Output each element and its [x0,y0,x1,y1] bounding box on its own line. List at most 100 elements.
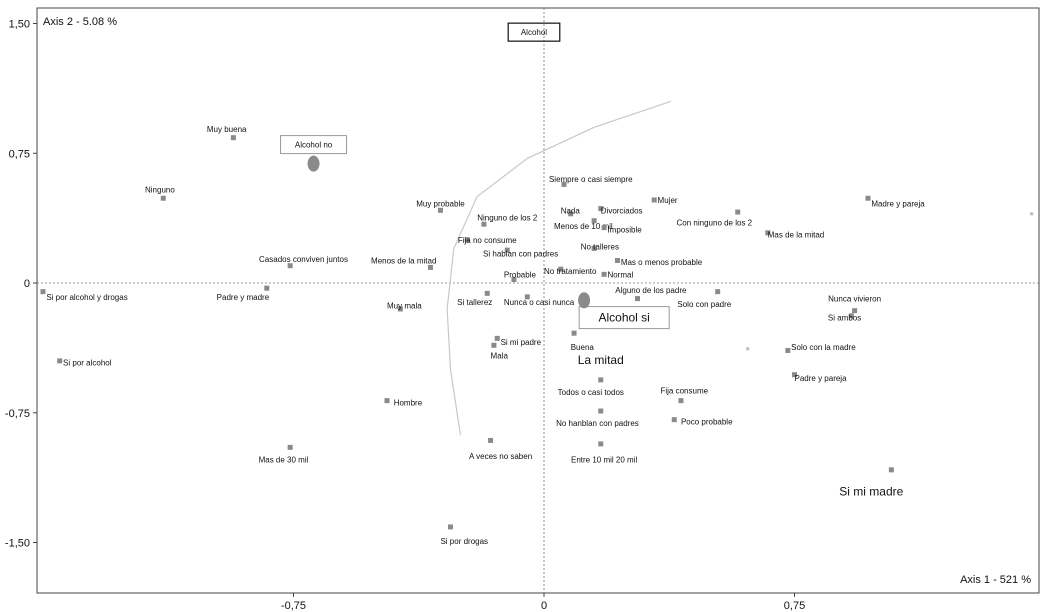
y-tick-label: -1,50 [5,538,30,550]
point-marker [481,221,487,227]
point-label: Fija no consume [458,236,517,245]
point-label: A veces no saben [469,452,532,461]
point-marker [765,230,771,236]
point-label: Si mi padre [501,338,542,347]
point-marker [437,207,443,213]
point-label: Todos o casi todos [558,388,624,397]
boxed-label-text: Alcohol [521,28,547,37]
x-tick-label: 0 [541,600,547,612]
axis-y-title: Axis 2 - 5.08 % [43,16,117,28]
point-label: Si ambos [828,314,861,323]
point-label: Solo con padre [677,300,731,309]
point-marker [865,195,871,201]
point-label: Casados conviven juntos [259,255,348,264]
point-marker [601,271,607,277]
point-marker [678,398,684,404]
point-label: Mas o menos probable [621,258,703,267]
label-box [578,306,670,330]
point-label: Si hablan con padres [483,250,558,259]
point-label: Alguno de los padre [615,286,687,295]
point-marker [561,181,567,187]
point-label: Divorciados [601,206,643,215]
boxed-label-text: Alcohol si [598,311,649,325]
point-marker [671,417,677,423]
point-label: Con ninguno de los 2 [677,218,753,227]
point-marker [852,308,858,314]
boxed-label: Alcohol [507,22,561,42]
point-label: Solo con la madre [791,343,856,352]
point-marker [57,358,63,364]
point-label: Nada [561,206,581,215]
point-label: Mala [491,352,509,361]
point-marker [264,285,270,291]
axis-x-title: Axis 1 - 521 % [960,574,1031,586]
y-tick-label: 1,50 [9,19,30,31]
point-marker [888,467,894,473]
x-tick-label: -0,75 [281,600,306,612]
point-marker [598,408,604,414]
point-label: Hombre [394,398,423,407]
point-label: Buena [571,343,595,352]
point-label: Si mi madre [839,484,903,498]
point-marker [601,225,607,231]
point-group: Muy buena Ninguno Casados conviven juntos S… [40,125,1034,546]
y-tick-label: 0 [24,278,30,290]
point-label: Muy mala [387,301,422,310]
point-marker [792,372,797,378]
point-label: Muy probable [416,199,465,208]
point-label: No talleres [581,243,619,252]
point-marker [287,444,293,450]
point-label: Nunca o casi nunca [504,298,575,307]
centroid-marker [578,292,591,309]
point-marker [746,347,750,351]
point-label: Mas de 30 mil [259,455,309,464]
point-label: Menos de la mitad [371,257,436,266]
point-marker [524,294,530,300]
point-marker [384,398,390,404]
label-box [507,22,561,42]
point-marker [491,342,497,348]
point-label: Entre 10 mil 20 mil [571,455,637,464]
centroid-marker [307,155,320,172]
boxed-label: Alcohol no [280,135,348,155]
plot-frame [36,7,1040,594]
boxed-label-text: Alcohol no [295,140,333,149]
point-marker [598,441,604,447]
point-label: Mas de la mitad [768,231,824,240]
point-marker [40,289,46,295]
point-label: Mujer [658,196,678,205]
point-marker [397,306,403,312]
point-label: Probable [504,270,537,279]
y-tick-label: 0,75 [9,148,30,160]
point-label: No tratamiento [544,267,597,276]
point-marker [160,195,166,201]
point-marker [591,245,597,251]
point-label: Si tallerez [457,298,492,307]
point-marker [591,218,597,224]
point-marker [488,437,494,443]
point-marker [635,296,641,302]
point-marker [484,290,490,296]
point-marker [571,330,577,336]
point-label: Nunca vivieron [828,295,881,304]
point-marker [568,211,574,217]
point-marker [715,289,721,295]
guide-curve [446,100,672,436]
boxed-label: Alcohol si [578,306,670,330]
point-label: Normal [607,270,633,279]
point-marker [1030,212,1034,216]
point-label: Fija consume [660,386,708,395]
point-marker [614,258,620,264]
point-marker [785,347,791,353]
point-label: Si por alcohol y drogas [46,293,127,302]
point-label: Imposible [607,225,642,234]
point-marker [427,264,433,270]
point-marker [735,209,741,215]
tick-group: -0,75 0 0,75 1,50 0,75 0 -0,75 -1,50 [5,19,805,612]
y-tick-label: -0,75 [5,408,30,420]
point-label: Si por drogas [440,537,488,546]
point-marker [511,277,517,283]
point-marker [230,135,236,141]
point-marker [651,197,657,203]
